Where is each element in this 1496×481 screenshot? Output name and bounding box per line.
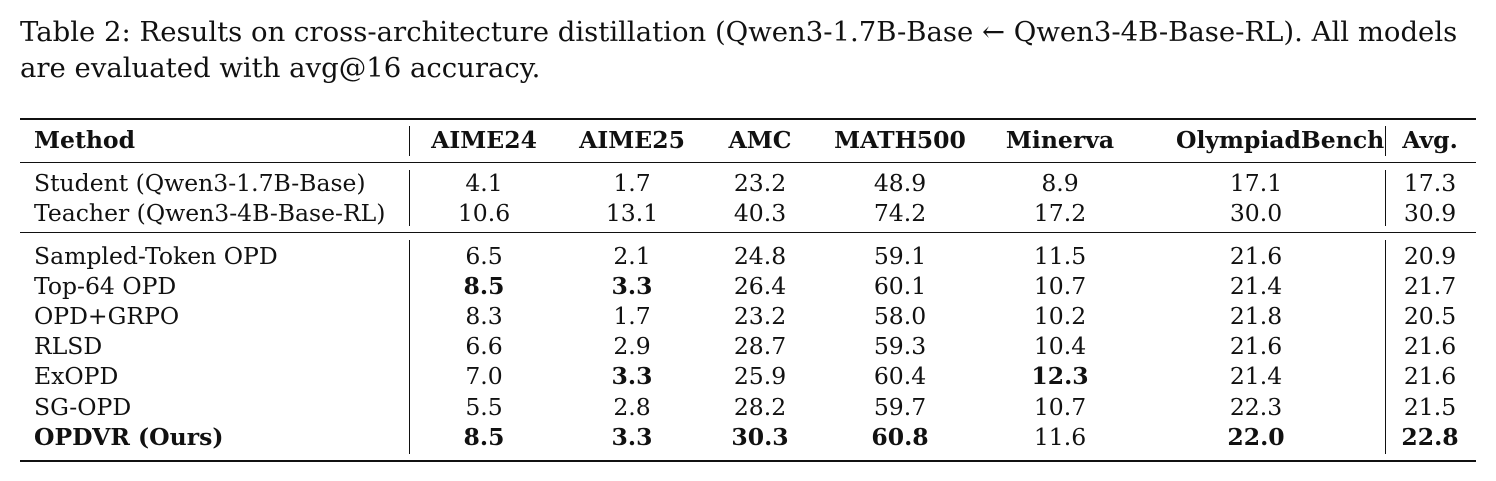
table-cell: 60.1 [873, 272, 927, 300]
column-separator [1385, 126, 1386, 156]
table-cell: 30.9 [1403, 199, 1457, 227]
table-cell: 21.8 [1229, 302, 1283, 330]
table-cell: 21.6 [1403, 362, 1457, 390]
table-cell: 26.4 [733, 272, 787, 300]
table-cell: 10.7 [1033, 393, 1087, 421]
table-cell: 4.1 [465, 169, 503, 197]
table-cell: 6.6 [465, 332, 503, 360]
table-cell: 1.7 [613, 169, 651, 197]
table-cell: 6.5 [465, 242, 503, 270]
table-cell: 48.9 [873, 169, 927, 197]
table-top-rule [20, 118, 1476, 120]
table-cell: 7.0 [465, 362, 503, 390]
table-cell: 8.3 [465, 302, 503, 330]
table-cell: 21.4 [1229, 362, 1283, 390]
table-cell: 10.6 [457, 199, 511, 227]
column-header: MATH500 [834, 126, 966, 154]
column-header: OlympiadBench [1176, 126, 1385, 154]
table-cell: 8.5 [463, 272, 505, 300]
table-cell: 3.3 [611, 423, 653, 451]
row-method-label: OPDVR (Ours) [34, 423, 224, 451]
table-cell: 21.6 [1229, 332, 1283, 360]
row-method-label: Teacher (Qwen3-4B-Base-RL) [34, 199, 386, 227]
table-cell: 17.3 [1403, 169, 1457, 197]
column-separator [409, 126, 410, 156]
table-caption: Table 2: Results on cross-architecture d… [20, 16, 1458, 84]
table-cell: 22.0 [1227, 423, 1285, 451]
table-cell: 12.3 [1031, 362, 1089, 390]
table-cell: 58.0 [873, 302, 927, 330]
row-method-label: Top-64 OPD [34, 272, 177, 300]
table-cell: 21.7 [1403, 272, 1457, 300]
table-cell: 25.9 [733, 362, 787, 390]
table-cell: 30.3 [731, 423, 789, 451]
column-separator [409, 240, 410, 454]
table-cell: 8.5 [463, 423, 505, 451]
table-cell: 23.2 [733, 169, 787, 197]
table-cell: 20.9 [1403, 242, 1457, 270]
table-cell: 13.1 [605, 199, 659, 227]
table-cell: 22.3 [1229, 393, 1283, 421]
table-cell: 59.7 [873, 393, 927, 421]
table-cell: 1.7 [613, 302, 651, 330]
table-cell: 11.5 [1033, 242, 1087, 270]
table-cell: 2.1 [613, 242, 651, 270]
table-cell: 2.9 [613, 332, 651, 360]
table-cell: 21.5 [1403, 393, 1457, 421]
row-method-label: Student (Qwen3-1.7B-Base) [34, 169, 366, 197]
row-method-label: OPD+GRPO [34, 302, 180, 330]
column-header-method: Method [34, 126, 136, 154]
column-separator [1385, 240, 1386, 454]
table-cell: 28.7 [733, 332, 787, 360]
table-cell: 23.2 [733, 302, 787, 330]
table-cell: 10.4 [1033, 332, 1087, 360]
table-cell: 22.8 [1401, 423, 1459, 451]
table-cell: 11.6 [1033, 423, 1087, 451]
table-cell: 10.2 [1033, 302, 1087, 330]
table-cell: 8.9 [1041, 169, 1079, 197]
table-cell: 60.4 [873, 362, 927, 390]
table-bottom-rule [20, 460, 1476, 462]
table-cell: 30.0 [1229, 199, 1283, 227]
table-cell: 28.2 [733, 393, 787, 421]
table-cell: 3.3 [611, 272, 653, 300]
row-method-label: Sampled-Token OPD [34, 242, 278, 270]
table-cell: 59.3 [873, 332, 927, 360]
table-cell: 3.3 [611, 362, 653, 390]
table-cell: 21.4 [1229, 272, 1283, 300]
table-cell: 60.8 [871, 423, 929, 451]
column-header: Minerva [1005, 126, 1115, 154]
row-method-label: SG-OPD [34, 393, 132, 421]
table-cell: 17.2 [1033, 199, 1087, 227]
row-method-label: ExOPD [34, 362, 119, 390]
table-cell: 40.3 [733, 199, 787, 227]
row-method-label: RLSD [34, 332, 103, 360]
column-separator [409, 170, 410, 226]
table-header-rule [20, 162, 1476, 163]
table-cell: 21.6 [1403, 332, 1457, 360]
table-cell: 24.8 [733, 242, 787, 270]
column-header: AIME25 [579, 126, 685, 154]
table-cell: 2.8 [613, 393, 651, 421]
table-cell: 5.5 [465, 393, 503, 421]
table-cell: 74.2 [873, 199, 927, 227]
column-header: AIME24 [431, 126, 537, 154]
table-cell: 59.1 [873, 242, 927, 270]
column-header: Avg. [1402, 126, 1458, 154]
table-cell: 20.5 [1403, 302, 1457, 330]
table-cell: 17.1 [1229, 169, 1283, 197]
column-header: AMC [728, 126, 792, 154]
column-separator [1385, 170, 1386, 226]
table-cell: 21.6 [1229, 242, 1283, 270]
table-group-rule [20, 232, 1476, 233]
table-cell: 10.7 [1033, 272, 1087, 300]
